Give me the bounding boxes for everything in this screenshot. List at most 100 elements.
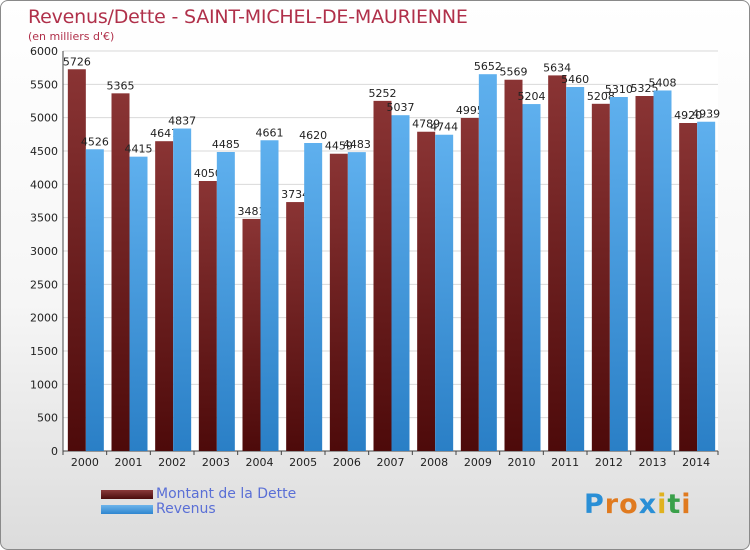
data-label-dette: 4647 <box>150 127 178 140</box>
data-label-dette: 4459 <box>325 140 353 153</box>
bar-revenus <box>478 74 497 451</box>
bar-dette <box>635 96 654 451</box>
x-tick-label: 2010 <box>508 456 536 469</box>
data-label-revenus: 5460 <box>561 73 589 86</box>
data-label-dette: 5726 <box>63 55 91 68</box>
data-label-revenus: 4837 <box>168 115 196 128</box>
data-label-dette: 4789 <box>412 118 440 131</box>
logo-letter: o <box>619 489 639 520</box>
y-tick-label: 5000 <box>30 112 58 125</box>
legend-swatch-dette <box>101 490 153 499</box>
x-tick-label: 2002 <box>158 456 186 469</box>
y-tick-label: 500 <box>37 412 58 425</box>
bar-dette <box>373 100 392 451</box>
y-tick-label: 3500 <box>30 212 58 225</box>
bar-dette <box>155 141 174 451</box>
bar-revenus <box>435 134 454 451</box>
bar-dette <box>417 131 436 451</box>
bar-dette <box>679 123 698 451</box>
x-tick-label: 2000 <box>71 456 99 469</box>
bar-revenus <box>566 87 585 451</box>
logo-letter: r <box>604 489 620 520</box>
x-tick-label: 2012 <box>595 456 623 469</box>
logo-letter: t <box>667 489 682 520</box>
data-label-dette: 4995 <box>456 104 484 117</box>
data-label-revenus: 5408 <box>649 76 677 89</box>
legend-swatch-revenus <box>101 505 153 514</box>
y-tick-label: 2000 <box>30 312 58 325</box>
bar-revenus <box>85 149 104 451</box>
x-tick-label: 2013 <box>639 456 667 469</box>
x-tick-label: 2003 <box>202 456 230 469</box>
bar-revenus <box>391 115 410 451</box>
y-tick-label: 2500 <box>30 278 58 291</box>
y-tick-label: 3000 <box>30 245 58 258</box>
y-tick-label: 1000 <box>30 378 58 391</box>
data-label-dette: 4920 <box>674 109 702 122</box>
y-tick-label: 4000 <box>30 178 58 191</box>
data-label-dette: 5365 <box>107 79 135 92</box>
x-tick-label: 2011 <box>551 456 579 469</box>
data-label-revenus: 5037 <box>387 101 415 114</box>
bar-dette <box>504 79 523 451</box>
bar-dette <box>67 69 86 452</box>
chart-title: Revenus/Dette - SAINT-MICHEL-DE-MAURIENN… <box>28 6 468 28</box>
data-label-revenus: 5652 <box>474 60 502 73</box>
chart-subtitle: (en milliers d'€) <box>28 30 115 43</box>
logo-letter: x <box>638 489 658 520</box>
data-label-revenus: 5204 <box>518 90 546 103</box>
data-label-revenus: 4744 <box>430 121 458 134</box>
bar-revenus <box>522 104 541 452</box>
y-tick-label: 4500 <box>30 145 58 158</box>
x-tick-label: 2008 <box>420 456 448 469</box>
y-tick-label: 0 <box>51 445 58 458</box>
data-label-dette: 5208 <box>587 90 615 103</box>
x-tick-label: 2007 <box>377 456 405 469</box>
data-label-revenus: 4483 <box>343 138 371 151</box>
bar-revenus <box>609 97 628 451</box>
bar-revenus <box>173 128 192 451</box>
legend-label-dette: Montant de la Dette <box>156 486 297 502</box>
bar-revenus <box>697 121 716 451</box>
y-tick-label: 6000 <box>30 45 58 58</box>
x-tick-label: 2014 <box>682 456 710 469</box>
bar-dette <box>111 93 130 451</box>
data-label-dette: 5325 <box>631 82 659 95</box>
data-label-dette: 3734 <box>281 188 309 201</box>
data-label-revenus: 4661 <box>256 126 284 139</box>
data-label-revenus: 4526 <box>81 135 109 148</box>
bar-revenus <box>653 90 672 451</box>
data-label-revenus: 4415 <box>125 143 153 156</box>
bar-dette <box>548 75 567 452</box>
data-label-revenus: 4620 <box>299 129 327 142</box>
data-label-revenus: 4485 <box>212 138 240 151</box>
data-label-revenus: 4939 <box>692 108 720 121</box>
bar-revenus <box>216 152 235 451</box>
logo-letter: i <box>657 489 668 520</box>
bar-dette <box>242 218 261 451</box>
bar-dette <box>286 202 305 451</box>
x-tick-label: 2001 <box>115 456 143 469</box>
bar-dette <box>460 118 479 451</box>
data-label-dette: 3481 <box>238 205 266 218</box>
legend-label-revenus: Revenus <box>156 501 216 517</box>
bar-revenus <box>129 156 148 451</box>
data-label-dette: 5634 <box>543 61 571 74</box>
bar-dette <box>591 103 610 452</box>
data-label-revenus: 5310 <box>605 83 633 96</box>
data-label-dette: 4050 <box>194 167 222 180</box>
proxiti-logo: Proxiti <box>584 489 692 520</box>
x-tick-label: 2005 <box>289 456 317 469</box>
data-label-dette: 5569 <box>500 66 528 79</box>
bar-revenus <box>347 152 366 451</box>
x-tick-label: 2009 <box>464 456 492 469</box>
y-tick-label: 5500 <box>30 78 58 91</box>
bar-revenus <box>304 143 323 451</box>
x-tick-label: 2006 <box>333 456 361 469</box>
data-label-dette: 5252 <box>369 87 397 100</box>
logo-letter: P <box>584 489 605 520</box>
bar-dette <box>329 153 348 451</box>
bar-revenus <box>260 140 279 451</box>
